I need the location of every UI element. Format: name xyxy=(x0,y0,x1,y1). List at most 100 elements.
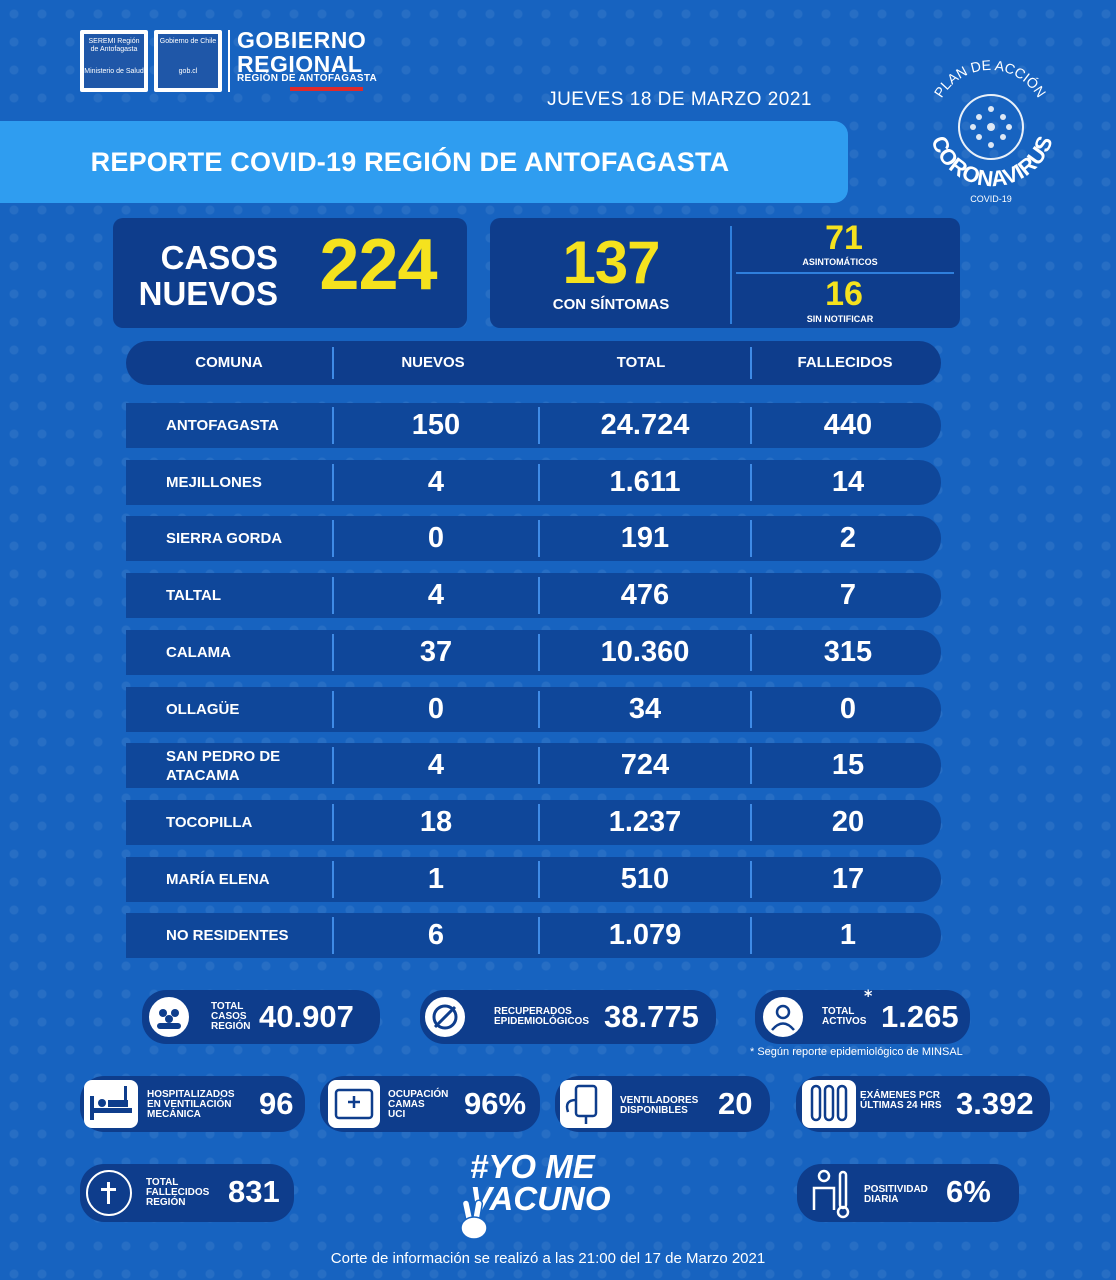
fallecidos-cell: 17 xyxy=(831,863,865,895)
total-cell: 24.724 xyxy=(600,409,690,441)
examenes-value: 3.392 xyxy=(956,1086,1034,1121)
table-row: MARÍA ELENA 1 510 17 xyxy=(126,857,941,902)
fallecidos-cell: 440 xyxy=(823,409,873,441)
casos-nuevos-panel xyxy=(113,218,467,328)
logo-divider xyxy=(228,30,230,92)
comuna-name: ANTOFAGASTA xyxy=(166,417,279,434)
seremi-logo: SEREMI Región de Antofagasta Ministerio … xyxy=(80,30,148,92)
table-row: CALAMA 37 10.360 315 xyxy=(126,630,941,675)
nuevos-cell: 0 xyxy=(427,693,445,725)
table-row: MEJILLONES 4 1.611 14 xyxy=(126,460,941,505)
header-comuna: COMUNA xyxy=(195,354,263,371)
test-tubes-icon xyxy=(802,1080,856,1128)
table-row: TALTAL 4 476 7 xyxy=(126,573,941,618)
asintomaticos-value: 71 xyxy=(825,219,863,257)
emblem-sub-text: COVID-19 xyxy=(970,194,1012,204)
nuevos-cell: 150 xyxy=(411,409,461,441)
nuevos-cell: 6 xyxy=(427,919,445,951)
nuevos-cell: 0 xyxy=(427,522,445,554)
activos-value: 1.265 xyxy=(881,999,959,1034)
table-row: TOCOPILLA 18 1.237 20 xyxy=(126,800,941,845)
header-divider xyxy=(750,347,752,379)
fallecidos-cell: 14 xyxy=(831,466,865,498)
nuevos-cell: 4 xyxy=(427,749,445,781)
total-cell: 191 xyxy=(620,522,670,554)
casos-nuevos-value: 224 xyxy=(319,225,437,305)
recuperados-label: RECUPERADOS EPIDEMIOLÓGICOS xyxy=(494,1006,590,1027)
cross-icon xyxy=(86,1170,132,1216)
con-sintomas-label: CON SÍNTOMAS xyxy=(552,296,670,313)
activos-asterisk: * xyxy=(864,986,873,1005)
comuna-name: SAN PEDRO DE ATACAMA xyxy=(166,747,281,784)
comuna-name: NO RESIDENTES xyxy=(166,927,289,944)
header-total: TOTAL xyxy=(616,354,666,371)
recuperados-value: 38.775 xyxy=(604,999,699,1034)
minsal-note: * Según reporte epidemiológico de MINSAL xyxy=(750,1046,963,1058)
positividad-value: 6% xyxy=(946,1174,991,1209)
casos-nuevos-label: CASOS NUEVOS xyxy=(138,239,278,312)
gobierno-regional-logo: GOBIERNO REGIONAL xyxy=(237,27,367,77)
comuna-name: MARÍA ELENA xyxy=(166,871,270,888)
table-header xyxy=(126,341,941,385)
asintomaticos-label: ASINTOMÁTICOS xyxy=(802,257,878,267)
uci-bed-icon xyxy=(328,1080,380,1128)
nuevos-cell: 18 xyxy=(419,806,453,838)
hospitalizados-value: 96 xyxy=(259,1086,294,1121)
header-fallecidos: FALLECIDOS xyxy=(797,354,893,371)
positividad-label: POSITIVIDAD DIARIA xyxy=(864,1184,928,1205)
fallecidos-cell: 1 xyxy=(839,919,857,951)
fallecidos-label: TOTAL FALLECIDOS REGIÓN xyxy=(146,1177,210,1208)
comuna-name: SIERRA GORDA xyxy=(166,530,283,547)
person-thermometer-icon xyxy=(808,1166,852,1220)
emblem-main-text: CORONAVIRUS xyxy=(926,132,1058,191)
total-cell: 1.079 xyxy=(608,919,682,951)
fallecidos-cell: 20 xyxy=(831,806,865,838)
total-cell: 724 xyxy=(620,749,670,781)
table-row: NO RESIDENTES 6 1.079 1 xyxy=(126,913,941,958)
gobierno-regional-subtitle: REGIÓN DE ANTOFAGASTA xyxy=(237,73,378,84)
recuperados-pill xyxy=(420,990,716,1044)
person-virus-icon xyxy=(760,994,806,1040)
total-casos-value: 40.907 xyxy=(259,999,354,1034)
table-row: SIERRA GORDA 0 191 2 xyxy=(126,516,941,561)
header-divider xyxy=(332,347,334,379)
ventilator-icon xyxy=(560,1080,612,1128)
virus-crossed-icon xyxy=(422,994,468,1040)
fallecidos-cell: 0 xyxy=(839,693,857,725)
summary-hdivider xyxy=(736,272,954,274)
comuna-name: TOCOPILLA xyxy=(166,814,253,831)
table-row: ANTOFAGASTA 150 24.724 440 xyxy=(126,403,941,448)
total-cell: 476 xyxy=(620,579,670,611)
fallecidos-cell: 15 xyxy=(831,749,865,781)
report-date: JUEVES 18 DE MARZO 2021 xyxy=(547,89,812,110)
fallecidos-cell: 2 xyxy=(839,522,857,554)
campaign-line2: VACUNO xyxy=(470,1180,611,1217)
total-cell: 34 xyxy=(628,693,662,725)
emblem-top-text: PLAN DE ACCIÓN xyxy=(931,57,1050,100)
nuevos-cell: 1 xyxy=(427,863,445,895)
sin-notificar-value: 16 xyxy=(825,275,863,313)
sin-notificar-label: SIN NOTIFICAR xyxy=(806,314,874,324)
header-nuevos: NUEVOS xyxy=(401,354,465,371)
summary-divider xyxy=(730,226,732,324)
table-row: SAN PEDRO DE ATACAMA 4 724 15 xyxy=(126,743,941,788)
people-group-icon xyxy=(146,994,192,1040)
comuna-name: MEJILLONES xyxy=(166,474,262,491)
coronavirus-emblem: PLAN DE ACCIÓN CORONAVIRUS COVID-19 xyxy=(926,57,1058,204)
footer-cutoff-note: Corte de información se realizó a las 21… xyxy=(330,1250,766,1267)
total-cell: 510 xyxy=(620,863,670,895)
peace-hand-icon xyxy=(454,1198,494,1242)
total-cell: 1.237 xyxy=(608,806,682,838)
total-casos-label: TOTAL CASOS REGIÓN xyxy=(211,1001,251,1032)
ventiladores-value: 20 xyxy=(718,1086,753,1121)
table-row: OLLAGÜE 0 34 0 xyxy=(126,687,941,732)
comuna-name: CALAMA xyxy=(166,644,231,661)
flag-stripe xyxy=(290,87,363,91)
comuna-name: TALTAL xyxy=(166,587,221,604)
fallecidos-value: 831 xyxy=(228,1174,280,1209)
activos-label: TOTAL ACTIVOS xyxy=(822,1006,867,1027)
nuevos-cell: 4 xyxy=(427,466,445,498)
gobierno-chile-logo: Gobierno de Chile gob.cl xyxy=(154,30,222,92)
comuna-name: OLLAGÜE xyxy=(166,701,240,718)
ocupacion-label: OCUPACIÓN CAMAS UCI xyxy=(388,1089,449,1120)
